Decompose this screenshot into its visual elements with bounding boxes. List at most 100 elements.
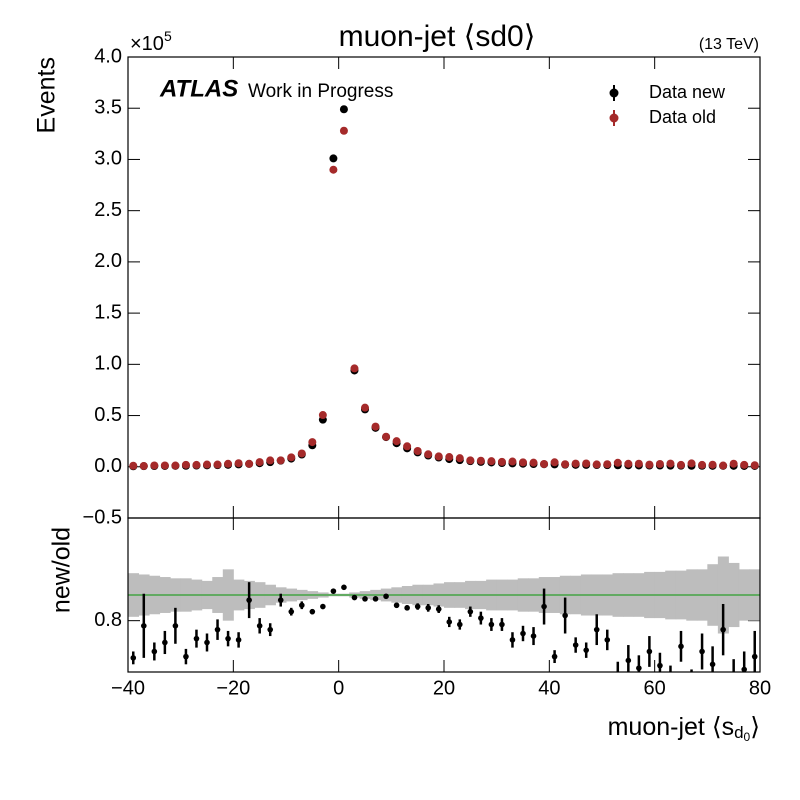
data-point — [267, 626, 274, 633]
data-point — [708, 460, 717, 469]
experiment-label: ATLAS — [159, 75, 238, 102]
x-label-subsub: 0 — [744, 730, 751, 744]
x-label-sub: d — [734, 723, 743, 742]
data-point — [392, 437, 401, 446]
data-point — [246, 597, 252, 603]
plot-frame — [127, 517, 761, 673]
legend-marker — [609, 88, 619, 98]
data-point — [245, 459, 254, 468]
data-point — [497, 457, 506, 466]
data-point — [572, 642, 579, 648]
data-point — [288, 608, 295, 615]
data-point — [582, 459, 591, 468]
data-point — [235, 637, 242, 643]
data-point — [657, 662, 663, 669]
data-point — [509, 637, 516, 643]
legend-label: Data new — [649, 82, 726, 102]
x-label-end: ⟩ — [750, 713, 760, 741]
data-point — [424, 450, 433, 459]
data-point — [224, 459, 233, 468]
data-point — [329, 154, 338, 163]
data-point — [150, 461, 159, 470]
data-point — [466, 456, 475, 465]
y-tick-label: 0.5 — [94, 404, 122, 426]
data-point — [372, 596, 379, 602]
data-point — [204, 639, 210, 646]
data-point — [339, 105, 348, 114]
data-point — [404, 605, 410, 611]
data-point — [488, 621, 495, 628]
data-point — [277, 597, 284, 603]
y-tick-label: 1.5 — [94, 301, 122, 323]
data-point — [403, 442, 412, 451]
data-point — [478, 615, 484, 621]
legend-label: Data old — [649, 107, 716, 127]
data-point — [719, 461, 728, 470]
data-point — [193, 635, 200, 642]
data-point — [698, 460, 707, 469]
energy-label: (13 TeV) — [699, 36, 759, 53]
data-point — [668, 676, 674, 682]
data-point — [445, 453, 454, 462]
data-point — [383, 593, 389, 600]
data-point — [508, 457, 517, 466]
data-point — [162, 639, 168, 646]
data-point — [214, 626, 221, 633]
data-point — [213, 460, 222, 469]
data-point — [731, 682, 737, 688]
data-point — [276, 456, 285, 465]
data-point — [645, 460, 654, 469]
data-point — [487, 457, 496, 466]
data-point — [604, 637, 611, 643]
data-point — [203, 460, 211, 469]
x-tick-label: 40 — [538, 677, 560, 699]
data-point — [476, 456, 485, 465]
data-point — [234, 459, 243, 468]
data-point — [529, 458, 538, 467]
data-point — [183, 653, 189, 660]
ratio-axis-label: new/old — [48, 527, 76, 613]
data-point — [318, 411, 327, 420]
data-point — [624, 459, 633, 468]
data-point — [446, 619, 453, 625]
data-point — [636, 665, 642, 671]
data-point — [616, 671, 619, 672]
data-point — [592, 460, 601, 469]
data-point — [678, 643, 684, 650]
data-point — [151, 648, 158, 655]
data-point — [729, 459, 738, 468]
y-tick-label: 1.0 — [94, 353, 122, 375]
data-point — [141, 623, 147, 629]
data-point — [634, 459, 643, 468]
data-point — [341, 584, 347, 591]
data-point — [741, 666, 747, 672]
data-point — [709, 661, 716, 668]
data-point — [603, 460, 612, 469]
data-point — [519, 458, 527, 467]
data-point — [225, 635, 231, 642]
data-point — [171, 461, 180, 470]
y-offset-base: ×10 — [130, 33, 164, 55]
y-tick-label: 0.8 — [94, 609, 122, 631]
data-point — [413, 447, 422, 456]
data-point — [330, 588, 337, 594]
data-point — [160, 461, 169, 470]
y-offset: ×105 — [130, 28, 172, 56]
data-point — [625, 657, 632, 664]
x-label-main: muon-jet ⟨s — [608, 713, 734, 741]
data-point — [266, 456, 275, 465]
data-point — [139, 461, 148, 470]
data-point — [362, 596, 368, 602]
data-point — [361, 403, 369, 412]
data-point — [181, 460, 190, 469]
y-tick-label: 3.5 — [94, 97, 122, 119]
data-point — [613, 458, 622, 467]
legend-marker — [609, 113, 619, 123]
y-tick-label: 3.0 — [94, 148, 122, 170]
data-point — [350, 364, 359, 373]
data-point — [530, 633, 537, 639]
chart-title: muon-jet ⟨sd0⟩ — [339, 20, 536, 53]
data-point — [551, 653, 558, 660]
data-point — [172, 623, 179, 629]
data-point — [740, 460, 749, 469]
